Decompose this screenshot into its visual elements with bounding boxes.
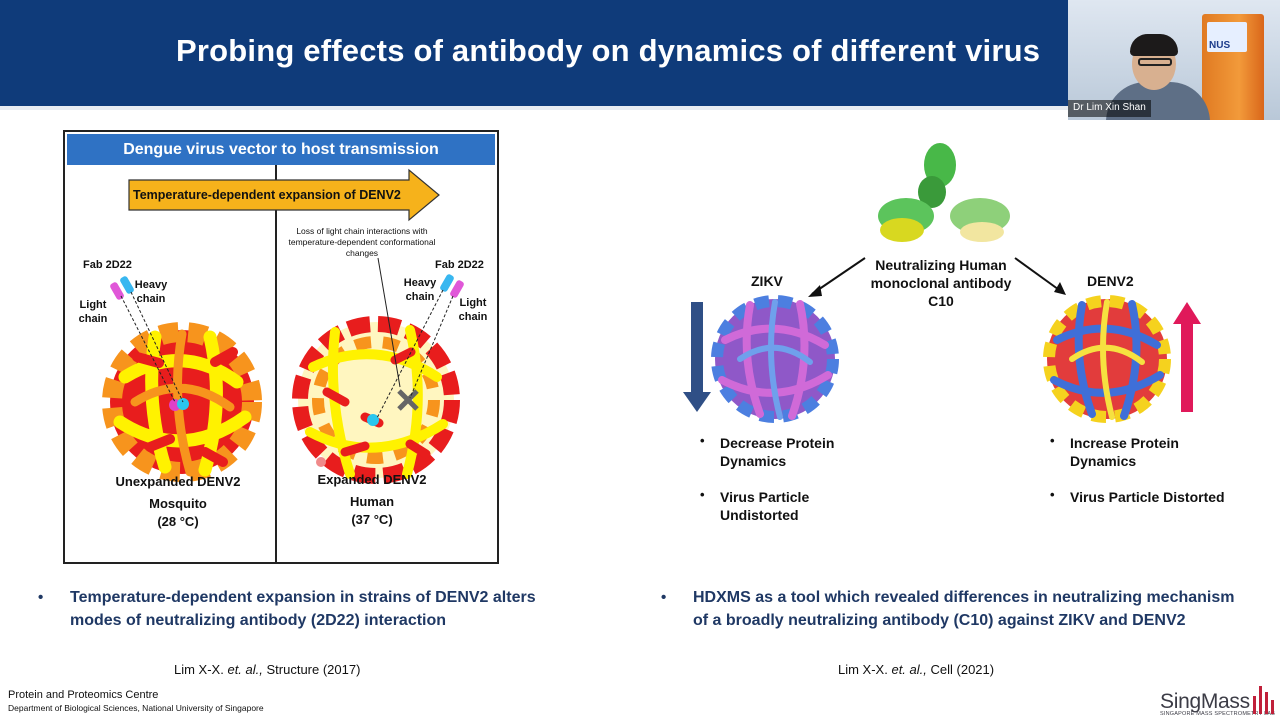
human-host-label: Human xyxy=(349,494,395,509)
title-divider xyxy=(0,106,1280,110)
light-chain-label-right: Light chain xyxy=(458,297,488,323)
singmass-logo: SingMass xyxy=(1160,690,1250,713)
arrow-to-zikv xyxy=(811,257,866,295)
fab-2d22-right-icon xyxy=(376,257,464,419)
left-reference: Lim X-X. et. al., Structure (2017) xyxy=(174,662,360,677)
denv2-particle-text: Virus Particle Distorted xyxy=(1070,489,1225,505)
right-ref-journal: Cell (2021) xyxy=(926,662,995,677)
fab-label-left: Fab 2D22 xyxy=(83,259,132,271)
mosquito-host-label: Mosquito xyxy=(149,496,207,511)
denv2-bullet-dot-2: • xyxy=(1050,487,1055,502)
speaker-glasses xyxy=(1138,58,1172,66)
slide-title: Probing effects of antibody on dynamics … xyxy=(176,33,1041,68)
title-bar xyxy=(0,0,1280,106)
heavy-chain-label-left: Heavy chain xyxy=(134,279,168,305)
zikv-label: ZIKV xyxy=(751,273,783,289)
fab-label-right: Fab 2D22 xyxy=(435,259,484,271)
expansion-arrow-label: Temperature-dependent expansion of DENV2 xyxy=(133,188,401,202)
mass-spec-bars-icon xyxy=(1253,686,1274,714)
zikv-virus-icon xyxy=(711,295,839,423)
figure-header: Dengue virus vector to host transmission xyxy=(67,134,495,165)
fab-2d22-left-icon xyxy=(110,276,184,403)
right-ref-etal: et. al., xyxy=(891,662,927,677)
zikv-particle-text: Virus Particle Undistorted xyxy=(720,489,810,523)
decrease-arrow-icon xyxy=(683,302,711,412)
right-figure-graphics xyxy=(683,143,1201,423)
nus-logo-icon xyxy=(1207,22,1247,52)
right-bullet-text: HDXMS as a tool which revealed differenc… xyxy=(693,589,1235,629)
expansion-arrow-icon xyxy=(128,168,440,222)
mosquito-temp-label: (28 °C) xyxy=(157,514,199,529)
antibody-c10-icon xyxy=(878,143,1010,242)
right-bullet-dot: • xyxy=(661,589,667,606)
increase-arrow-icon xyxy=(1173,302,1201,412)
loss-note: Loss of light chain interactions with te… xyxy=(288,226,436,258)
arrow-to-denv2 xyxy=(1014,257,1063,293)
right-ref-authors: Lim X-X. xyxy=(838,662,892,677)
left-bullet-dot: • xyxy=(38,589,44,606)
human-temp-label: (37 °C) xyxy=(351,512,393,527)
zikv-bullet-dot-1: • xyxy=(700,433,705,448)
left-ref-journal: Structure (2017) xyxy=(262,662,361,677)
denv2-bullet-dot-1: • xyxy=(1050,433,1055,448)
speaker-hair xyxy=(1130,34,1178,56)
left-ref-etal: et. al., xyxy=(227,662,263,677)
light-chain-label-left: Light chain xyxy=(78,299,108,325)
speaker-video[interactable]: NUS Dr Lim Xin Shan xyxy=(1068,0,1280,120)
unexpanded-virus-icon xyxy=(102,322,262,482)
heavy-chain-label-right: Heavy chain xyxy=(403,277,437,303)
zikv-bullet-dot-2: • xyxy=(700,487,705,502)
footer-department: Department of Biological Sciences, Natio… xyxy=(8,703,264,713)
denv2-dynamics-text: Increase Protein Dynamics xyxy=(1070,435,1179,469)
antibody-c10-label: Neutralizing Human monoclonal antibody C… xyxy=(870,257,1012,309)
left-ref-authors: Lim X-X. xyxy=(174,662,228,677)
left-figure-graphics xyxy=(102,168,464,484)
denv2-label: DENV2 xyxy=(1087,273,1134,289)
singmass-logo-subtitle: SINGAPORE MASS SPECTROMETRY LAB xyxy=(1160,711,1276,717)
building-sign: NUS xyxy=(1209,40,1231,51)
dengue-transmission-figure: Dengue virus vector to host transmission xyxy=(63,130,499,564)
figure-divider xyxy=(275,165,277,564)
unexpanded-state-label: Unexpanded DENV2 xyxy=(115,474,241,489)
expanded-state-label: Expanded DENV2 xyxy=(317,472,427,487)
denv2-virus-icon xyxy=(1043,295,1171,423)
footer-centre: Protein and Proteomics Centre xyxy=(8,689,159,701)
expanded-virus-icon xyxy=(292,316,460,484)
left-bullet-text: Temperature-dependent expansion in strai… xyxy=(70,589,536,629)
right-reference: Lim X-X. et. al., Cell (2021) xyxy=(838,662,994,677)
zikv-dynamics-text: Decrease Protein Dynamics xyxy=(720,435,835,469)
loss-cross-icon xyxy=(397,389,419,411)
speaker-name-tag: Dr Lim Xin Shan xyxy=(1068,100,1151,117)
